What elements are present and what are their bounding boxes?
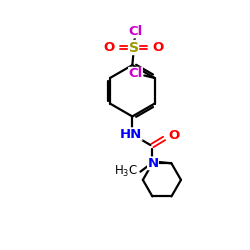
Text: S: S — [128, 40, 138, 54]
Text: N: N — [147, 157, 158, 170]
Text: Cl: Cl — [128, 25, 143, 38]
Text: N: N — [147, 157, 158, 170]
Text: HN: HN — [120, 128, 142, 140]
Text: Cl: Cl — [128, 67, 142, 80]
Text: O: O — [152, 41, 164, 54]
Text: H$_3$C: H$_3$C — [114, 164, 138, 179]
Text: O: O — [104, 41, 115, 54]
Text: O: O — [168, 129, 180, 142]
